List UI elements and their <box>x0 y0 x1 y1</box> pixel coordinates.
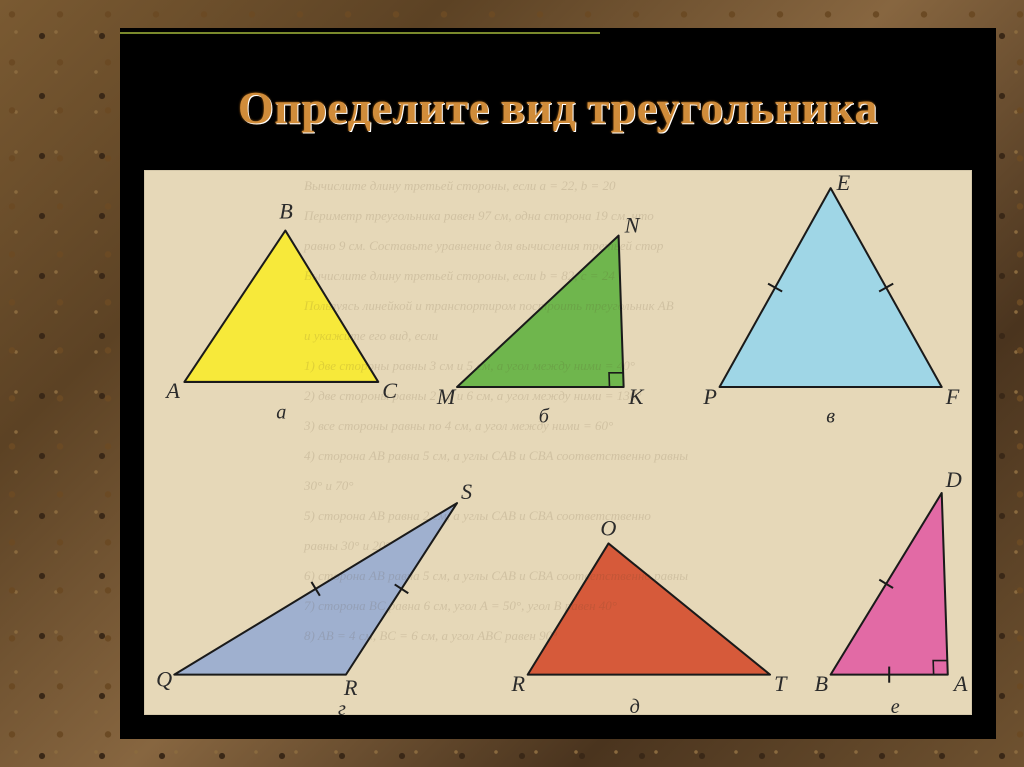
accent-line <box>120 32 600 34</box>
page-title: Определите вид треугольника <box>120 48 996 168</box>
ghost-text-line: 8) AB = 4 см, BC = 6 см, а угол ABC раве… <box>304 628 557 644</box>
ghost-text-line: 30° и 70° <box>304 478 353 494</box>
ghost-text-line: Пользуясь линейкой и транспортиром постр… <box>304 298 674 314</box>
ghost-text-line: Вычислите длину третьей стороны, если b … <box>304 268 615 284</box>
ghost-text-line: и укажите его вид, если <box>304 328 438 344</box>
ghost-text-line: Вычислите длину третьей стороны, если a … <box>304 178 616 194</box>
ghost-text-line: 6) сторона AB равна 5 см, а углы CAB и C… <box>304 568 688 584</box>
slide-root: Определите вид треугольника Вычислите дл… <box>0 0 1024 767</box>
ghost-text-line: 4) сторона AB равна 5 см, а углы CAB и C… <box>304 448 688 464</box>
ghost-text-line: равны 30° и 20° <box>304 538 391 554</box>
ghost-text-line: 7) сторона BC равна 6 см, угол A = 50°, … <box>304 598 617 614</box>
ghost-text-layer: Вычислите длину третьей стороны, если a … <box>144 170 972 715</box>
ghost-text-line: 3) все стороны равны по 4 см, а угол меж… <box>304 418 613 434</box>
ghost-text-line: 5) сторона AB равна 2 см, а углы CAB и C… <box>304 508 651 524</box>
ghost-text-line: 1) две стороны равны 3 см и 5 см, а угол… <box>304 358 635 374</box>
triangles-panel: Вычислите длину третьей стороны, если a … <box>144 170 972 715</box>
ghost-text-line: Периметр треугольника равен 97 см, одна … <box>304 208 654 224</box>
ghost-text-line: 2) две стороны равны 2 см и 6 см, а угол… <box>304 388 641 404</box>
ghost-text-line: равно 9 см. Составьте уравнение для вычи… <box>304 238 663 254</box>
